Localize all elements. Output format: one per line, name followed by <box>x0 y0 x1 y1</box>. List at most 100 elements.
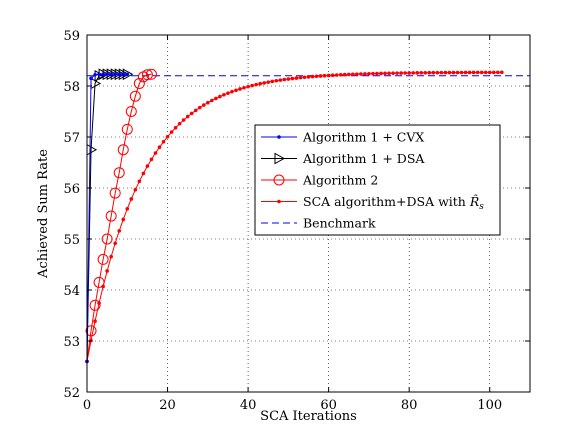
legend-label: SCA algorithm+DSA with R̂s <box>303 194 484 212</box>
data-point <box>471 70 476 75</box>
data-point <box>165 134 170 139</box>
data-point <box>403 71 407 75</box>
data-point <box>93 72 97 77</box>
data-point <box>338 72 343 77</box>
y-tick-label: 56 <box>63 182 80 197</box>
legend-entry: Algorithm 1 + DSA <box>261 151 425 166</box>
data-point <box>125 72 130 77</box>
legend-entry: Benchmark <box>261 216 376 231</box>
data-point <box>109 254 113 259</box>
data-point <box>483 70 488 75</box>
legend-label-text: Algorithm 1 + CVX <box>302 130 424 145</box>
data-point <box>306 75 311 79</box>
x-tick-label: 60 <box>320 398 337 413</box>
data-point <box>298 75 303 80</box>
y-tick-label: 55 <box>63 233 80 248</box>
legend-entry: SCA algorithm+DSA with R̂s <box>261 194 484 212</box>
x-tick-label: 0 <box>83 398 91 413</box>
data-point <box>443 70 448 75</box>
data-point <box>177 121 182 126</box>
legend: Algorithm 1 + CVX Algorithm 1 + DSA Algori… <box>254 124 501 236</box>
data-point <box>206 100 210 105</box>
legend-label-text: Algorithm 2 <box>302 173 378 188</box>
data-point <box>491 70 496 75</box>
data-point <box>363 72 367 76</box>
data-point <box>218 94 222 99</box>
data-point <box>359 72 363 76</box>
data-point <box>419 71 424 75</box>
data-point <box>93 276 105 288</box>
data-point <box>214 96 218 101</box>
data-point <box>145 164 150 168</box>
data-point <box>189 111 194 116</box>
data-point <box>355 72 359 76</box>
data-point <box>495 70 500 75</box>
series-0 <box>85 72 130 364</box>
data-point <box>101 233 113 245</box>
series-2 <box>85 68 157 362</box>
y-tick-label: 52 <box>63 386 80 401</box>
data-point <box>157 145 162 149</box>
data-point <box>153 151 158 155</box>
y-tick-label: 54 <box>63 284 80 299</box>
data-point <box>334 73 339 77</box>
data-point <box>125 207 130 211</box>
data-point <box>351 72 355 77</box>
data-point <box>467 70 472 75</box>
data-point <box>423 70 428 75</box>
data-point <box>399 71 403 75</box>
y-tick-label: 57 <box>63 131 80 146</box>
data-point <box>105 269 109 273</box>
data-point <box>290 76 295 81</box>
data-point <box>487 70 492 75</box>
legend-label-math: R̂ <box>469 194 479 209</box>
data-point <box>273 174 285 186</box>
data-point <box>129 197 134 201</box>
data-point <box>479 70 484 75</box>
data-point <box>435 70 440 75</box>
data-point <box>346 72 351 77</box>
data-point <box>129 90 141 102</box>
x-tick-label: 20 <box>159 398 176 413</box>
data-point <box>395 71 399 75</box>
data-point <box>367 71 371 76</box>
data-point <box>141 69 153 81</box>
legend-label: Algorithm 1 + DSA <box>302 151 425 166</box>
data-point <box>210 98 214 103</box>
x-tick-label: 80 <box>401 398 418 413</box>
data-point <box>294 76 299 80</box>
data-point <box>322 73 327 78</box>
data-point <box>242 85 246 90</box>
data-point <box>137 179 142 184</box>
data-point <box>145 68 157 80</box>
data-point <box>85 325 97 337</box>
legend-label-text: Benchmark <box>303 216 376 231</box>
data-point <box>270 79 275 84</box>
data-point <box>379 71 383 76</box>
data-point <box>97 72 101 77</box>
data-point <box>274 78 279 83</box>
axis-ticks: 0 20 40 60 80 100 52 53 54 55 56 57 58 59 <box>63 29 530 413</box>
data-point <box>185 114 190 119</box>
data-point <box>411 71 416 75</box>
series-line <box>86 73 152 362</box>
data-point <box>121 72 126 77</box>
data-point <box>371 71 375 76</box>
data-point <box>113 167 125 179</box>
data-point <box>286 77 291 81</box>
data-point <box>169 130 174 134</box>
data-point <box>93 319 97 323</box>
data-point <box>141 171 146 176</box>
data-point <box>302 75 307 80</box>
legend-label-subscript: s <box>479 202 484 212</box>
data-point <box>451 70 456 75</box>
data-point <box>238 87 242 91</box>
data-point <box>173 125 178 130</box>
data-point <box>266 80 271 84</box>
data-point <box>149 157 154 162</box>
data-point <box>439 70 444 75</box>
data-point <box>415 71 420 75</box>
data-point <box>383 71 387 76</box>
legend-label: Algorithm 1 + CVX <box>302 130 424 145</box>
data-point <box>105 210 117 222</box>
